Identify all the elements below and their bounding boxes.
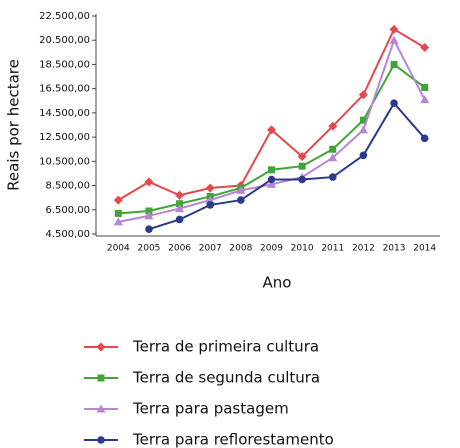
series-line (117, 27, 426, 201)
x-axis-title: Ano (263, 274, 292, 292)
y-tick-label: 6.500,00 (45, 205, 90, 216)
legend-label: Terra para pastagem (132, 400, 289, 418)
data-point (145, 207, 153, 215)
data-point (390, 99, 398, 107)
legend-label: Terra de primeira cultura (132, 338, 319, 356)
data-point (267, 125, 276, 135)
x-tick-label: 2010 (291, 244, 314, 254)
x-tick-label: 2014 (413, 244, 436, 254)
x-tick-label: 2013 (383, 244, 406, 254)
data-point (113, 195, 123, 205)
legend-marker (97, 374, 105, 382)
data-point (237, 196, 245, 204)
x-tick-label: 2012 (352, 244, 375, 254)
data-point (328, 121, 338, 131)
data-point (328, 173, 337, 181)
data-point (175, 190, 185, 200)
y-tick-label: 4.500,00 (45, 229, 90, 240)
data-point (420, 134, 429, 143)
data-point (144, 177, 154, 187)
data-point (420, 42, 430, 52)
x-tick-label: 2005 (138, 244, 161, 254)
data-point (358, 125, 368, 134)
data-point (329, 145, 337, 153)
data-point (390, 60, 398, 68)
y-tick-label: 8.500,00 (45, 181, 90, 192)
y-axis-title: Reais por hectare (5, 59, 23, 191)
legend-marker (96, 342, 106, 352)
data-point (145, 225, 153, 233)
y-tick-label: 16.500,00 (39, 84, 90, 95)
data-point (358, 90, 368, 100)
data-point (420, 95, 430, 104)
legend-label: Terra para reflorestamento (132, 431, 334, 448)
data-point (297, 151, 307, 161)
y-tick-label: 22.500,00 (39, 11, 90, 22)
data-point (267, 179, 276, 188)
data-point (113, 217, 123, 226)
data-point (359, 151, 368, 160)
x-tick-label: 2006 (168, 244, 191, 254)
x-tick-label: 2011 (321, 244, 344, 254)
data-point (206, 201, 215, 209)
series-line (148, 101, 426, 231)
data-point (175, 215, 184, 224)
data-point (389, 35, 399, 44)
data-point (176, 200, 184, 208)
x-tick-label: 2008 (229, 244, 252, 254)
y-tick-label: 18.500,00 (39, 59, 90, 70)
data-point (359, 116, 367, 124)
data-point (421, 83, 429, 91)
x-tick-label: 2007 (199, 244, 222, 254)
data-point (205, 183, 215, 193)
legend-marker (96, 404, 106, 413)
y-tick-label: 14.500,00 (39, 108, 90, 119)
legend-label: Terra de segunda cultura (132, 369, 320, 387)
data-point (175, 204, 185, 213)
data-point (298, 162, 306, 170)
y-tick-label: 12.500,00 (39, 132, 90, 143)
data-point (267, 175, 276, 184)
x-tick-label: 2004 (107, 244, 130, 254)
y-tick-label: 10.500,00 (39, 156, 90, 167)
data-point (268, 166, 275, 174)
data-point (114, 209, 122, 217)
data-point (236, 185, 246, 194)
data-point (328, 153, 338, 162)
data-point (298, 175, 306, 184)
legend-marker (97, 436, 105, 444)
data-point (205, 195, 215, 204)
y-tick-label: 20.500,00 (39, 35, 90, 46)
x-tick-label: 2009 (260, 244, 283, 254)
data-point (389, 24, 399, 34)
data-point (144, 211, 154, 220)
